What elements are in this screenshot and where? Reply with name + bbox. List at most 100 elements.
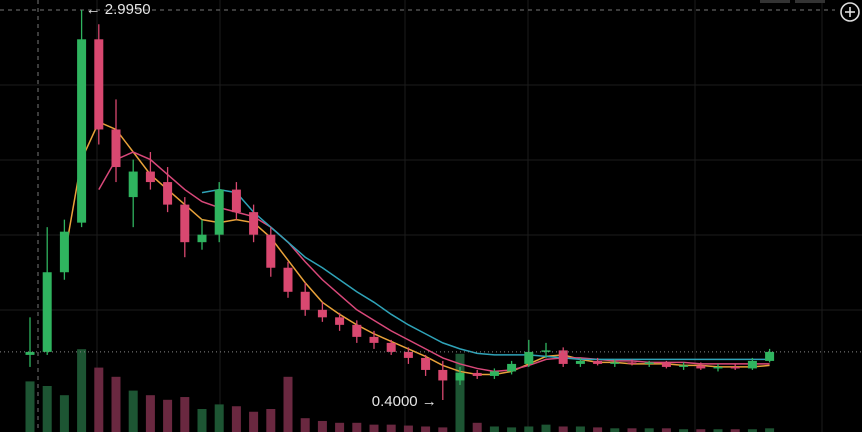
candle-body	[300, 291, 310, 310]
volume-layer	[25, 349, 775, 432]
candle-body	[197, 234, 207, 243]
candle-body	[730, 366, 740, 369]
volume-bar	[524, 426, 534, 432]
volume-bar	[214, 404, 224, 432]
candle-body	[610, 362, 620, 364]
volume-bar	[765, 428, 775, 432]
candle-body	[249, 212, 259, 235]
candle-body	[713, 366, 723, 369]
moving-average-line	[98, 151, 770, 373]
volume-bar	[42, 386, 52, 432]
candle-body	[627, 362, 637, 364]
candle-body	[489, 371, 499, 376]
volume-bar	[730, 429, 740, 432]
candle-body	[747, 360, 757, 369]
candle-body	[335, 317, 345, 325]
candle-body	[438, 369, 448, 381]
volume-bar	[77, 349, 87, 432]
toolbar-button[interactable]	[795, 0, 825, 3]
candle-body	[128, 171, 138, 198]
candle-layer	[25, 9, 775, 400]
candle-body	[231, 189, 241, 213]
candle-body	[25, 351, 35, 355]
volume-bar	[610, 428, 620, 432]
candle-body	[541, 350, 551, 352]
volume-bar	[25, 381, 35, 432]
candle-body	[59, 231, 69, 273]
candle-body	[94, 39, 104, 130]
candle-body	[403, 351, 413, 358]
volume-bar	[438, 427, 448, 432]
moving-average-line	[63, 120, 770, 376]
toolbar-button[interactable]	[760, 0, 790, 3]
candle-body	[558, 350, 568, 364]
volume-bar	[472, 422, 482, 432]
zoom-icon[interactable]	[840, 2, 860, 22]
candle-body	[661, 362, 671, 367]
volume-bar	[421, 426, 431, 432]
volume-bar	[317, 420, 327, 432]
candle-body	[765, 351, 775, 361]
candle-body	[644, 362, 654, 364]
volume-bar	[59, 395, 69, 432]
candle-body	[593, 360, 603, 364]
candle-body	[421, 357, 431, 370]
candle-body	[369, 336, 379, 343]
volume-bar	[593, 427, 603, 432]
volume-bar	[713, 429, 723, 432]
candle-body	[455, 372, 465, 381]
volume-bar	[558, 426, 568, 432]
volume-bar	[283, 376, 293, 432]
volume-bar	[747, 429, 757, 432]
candle-body	[180, 204, 190, 243]
candle-body	[524, 351, 534, 364]
volume-bar	[231, 406, 241, 432]
high-annotation: ← 2.9950	[86, 1, 151, 18]
volume-bar	[575, 426, 585, 432]
volume-bar	[163, 399, 173, 432]
candle-body	[77, 39, 87, 223]
volume-bar	[386, 424, 396, 432]
volume-bar	[111, 376, 121, 432]
volume-bar	[679, 429, 689, 432]
volume-bar	[128, 390, 138, 432]
volume-bar	[180, 397, 190, 432]
candle-body	[163, 182, 173, 205]
candle-body	[283, 267, 293, 292]
volume-bar	[455, 353, 465, 432]
candle-body	[214, 189, 224, 235]
candle-body	[352, 324, 362, 337]
volume-bar	[249, 411, 259, 432]
candle-body	[507, 363, 517, 372]
low-annotation: 0.4000 →	[372, 393, 437, 410]
volume-bar	[145, 395, 155, 432]
volume-bar	[541, 424, 551, 432]
volume-bar	[369, 424, 379, 432]
volume-bar	[352, 422, 362, 432]
candle-body	[575, 360, 585, 364]
zoom-button[interactable]	[840, 2, 860, 22]
candle-body	[679, 365, 689, 367]
volume-bar	[197, 409, 207, 432]
candle-body	[42, 272, 52, 352]
volume-bar	[644, 428, 654, 432]
volume-bar	[94, 367, 104, 432]
volume-bar	[300, 418, 310, 432]
ma-layer	[63, 120, 770, 376]
volume-bar	[627, 428, 637, 432]
candle-body	[145, 171, 155, 183]
volume-bar	[335, 422, 345, 432]
volume-bar	[489, 426, 499, 432]
moving-average-line	[201, 188, 770, 361]
volume-bar	[507, 427, 517, 432]
candle-body	[696, 365, 706, 369]
volume-bar	[661, 428, 671, 432]
volume-bar	[266, 409, 276, 432]
volume-bar	[403, 425, 413, 432]
volume-bar	[696, 429, 706, 432]
candle-body	[111, 129, 121, 168]
candle-body	[266, 234, 276, 268]
candle-body	[386, 342, 396, 352]
